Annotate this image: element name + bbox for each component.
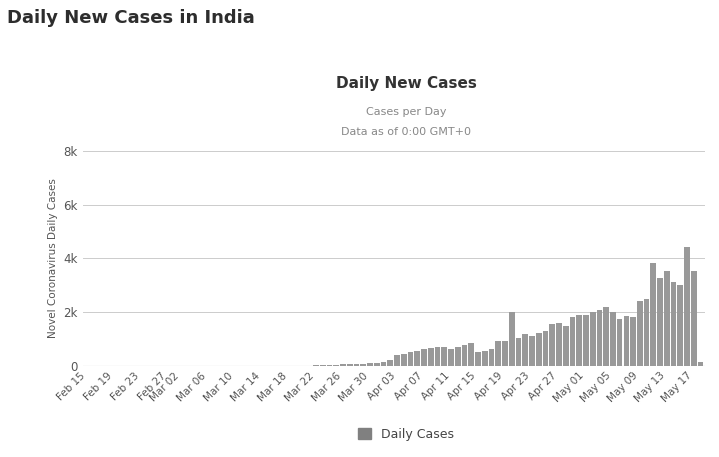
- Bar: [657, 277, 663, 366]
- Bar: [644, 299, 649, 366]
- Bar: [320, 365, 326, 366]
- Bar: [326, 365, 332, 366]
- Bar: [677, 285, 683, 366]
- Bar: [468, 342, 474, 366]
- Bar: [482, 351, 487, 366]
- Bar: [623, 316, 629, 366]
- Bar: [408, 352, 413, 366]
- Bar: [502, 341, 508, 366]
- Bar: [556, 323, 562, 366]
- Bar: [617, 319, 623, 366]
- Bar: [577, 315, 582, 366]
- Bar: [664, 271, 669, 366]
- Bar: [441, 347, 447, 366]
- Bar: [455, 347, 461, 366]
- Bar: [380, 361, 386, 366]
- Bar: [536, 334, 541, 366]
- Bar: [637, 301, 643, 366]
- Bar: [697, 362, 703, 366]
- Bar: [569, 317, 575, 366]
- Bar: [340, 364, 346, 366]
- Bar: [603, 307, 609, 366]
- Bar: [583, 315, 589, 366]
- Bar: [374, 363, 380, 366]
- Bar: [516, 338, 521, 366]
- Bar: [597, 310, 603, 366]
- Bar: [509, 312, 515, 366]
- Text: Cases per Day: Cases per Day: [366, 106, 446, 117]
- Text: Data as of 0:00 GMT+0: Data as of 0:00 GMT+0: [342, 127, 471, 137]
- Bar: [549, 324, 555, 366]
- Text: Daily New Cases in India: Daily New Cases in India: [7, 9, 255, 27]
- Bar: [388, 360, 393, 366]
- Bar: [462, 345, 467, 366]
- Bar: [421, 350, 427, 366]
- Bar: [414, 351, 420, 366]
- Bar: [522, 334, 528, 366]
- Bar: [367, 363, 373, 366]
- Bar: [590, 312, 595, 366]
- Bar: [475, 352, 481, 366]
- Bar: [610, 312, 615, 366]
- Text: Daily New Cases: Daily New Cases: [336, 76, 477, 91]
- Bar: [334, 365, 339, 366]
- Bar: [495, 341, 501, 366]
- Legend: Daily Cases: Daily Cases: [354, 423, 459, 446]
- Bar: [691, 271, 697, 366]
- Bar: [671, 282, 677, 366]
- Bar: [428, 348, 434, 366]
- Bar: [434, 347, 440, 366]
- Bar: [651, 263, 656, 366]
- Bar: [684, 248, 690, 366]
- Bar: [563, 326, 569, 366]
- Bar: [401, 354, 407, 366]
- Bar: [354, 364, 360, 366]
- Bar: [448, 350, 454, 366]
- Bar: [489, 349, 495, 366]
- Y-axis label: Novel Coronavirus Daily Cases: Novel Coronavirus Daily Cases: [48, 178, 58, 338]
- Bar: [394, 355, 400, 366]
- Bar: [543, 331, 549, 366]
- Bar: [360, 364, 366, 366]
- Bar: [347, 364, 353, 366]
- Bar: [529, 336, 535, 366]
- Bar: [631, 317, 636, 366]
